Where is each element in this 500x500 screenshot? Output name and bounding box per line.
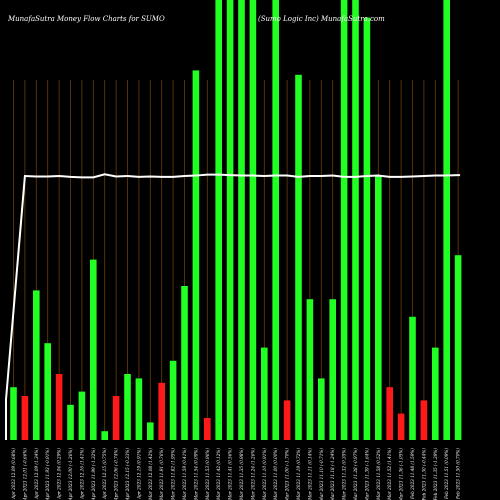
chart-subtitle: (Sumo Logic Inc) MunafaSutra.com xyxy=(258,15,385,23)
x-tick-label: Mon 17 Apr 2023 12.09 (1.34%) xyxy=(34,448,39,500)
x-tick-label: Fri 14 Apr 2023 11.93 (-0.91%) xyxy=(45,448,50,500)
x-tick-label: Mon 10 Apr 2023 11.99 (-1.32%) xyxy=(91,448,96,500)
x-tick-label: Thu 09 Mar 2023 11.18 (-1.24%) xyxy=(330,448,335,500)
bar xyxy=(21,396,29,440)
x-tick-label: Thu 06 Apr 2023 12.15 (0.75%) xyxy=(102,448,107,500)
bar xyxy=(295,74,302,441)
bar xyxy=(363,17,371,440)
bar xyxy=(147,422,154,440)
x-tick-label: Fri 17 Mar 2023 11.10 (0.91%) xyxy=(262,448,267,500)
bar xyxy=(67,404,74,440)
x-tick-label: Mon 13 Mar 2023 11.11 (0.14%) xyxy=(307,448,312,500)
bar xyxy=(215,0,222,440)
x-tick-label: Tue 18 Apr 2023 12.01 (-0.66%) xyxy=(22,448,27,500)
bar xyxy=(397,413,405,440)
bar xyxy=(33,290,40,440)
bar xyxy=(443,0,450,440)
x-tick-label: Thu 02 Mar 2023 11.52 (1.41%) xyxy=(387,448,392,500)
x-tick-label: Wed 12 Apr 2023 12.00 (-1.26%) xyxy=(68,448,73,500)
bar xyxy=(409,316,416,440)
x-tick-label: Tue 07 Mar 2023 11.28 (-0.97%) xyxy=(353,448,358,500)
bar-series xyxy=(10,0,462,441)
x-tick-label: Fri 03 Mar 2023 11.58 (0.52%) xyxy=(376,448,381,500)
x-tick-label: Tue 11 Apr 2023 12.16 (1.41%) xyxy=(79,448,84,500)
x-tick-label: Wed 08 Mar 2023 11.32 (0.35%) xyxy=(342,448,347,500)
price-line xyxy=(5,173,461,440)
x-tick-label: Mon 27 Mar 2023 11.54 (0.09%) xyxy=(193,448,198,500)
x-tick-label: Wed 01 Mar 2023 11.36 (-1.05%) xyxy=(399,448,404,500)
grid-lines xyxy=(13,80,459,440)
x-tick-label: Mon 03 Apr 2023 12.19 (0.91%) xyxy=(136,448,141,500)
x-tick-label: Wed 15 Mar 2023 11.00 (-1.70%) xyxy=(285,448,290,500)
x-tick-label: Tue 21 Mar 2023 11.35 (0.98%) xyxy=(239,448,244,500)
x-tick-label: Wed 29 Mar 2023 11.82 (1.95%) xyxy=(171,448,176,500)
bar xyxy=(352,0,359,440)
x-tick-label: Tue 28 Feb 2023 11.48 (1.59%) xyxy=(410,448,415,500)
x-tick-label: Thu 16 Mar 2023 11.00 (0.00%) xyxy=(273,448,278,500)
bar xyxy=(78,391,86,440)
bar xyxy=(272,0,279,440)
x-tick-label: Tue 14 Mar 2023 11.19 (0.72%) xyxy=(296,448,301,500)
x-tick-label: Thu 23 Feb 2023 11.51 (0.09%) xyxy=(444,448,449,500)
bar xyxy=(386,387,393,440)
bar xyxy=(55,374,63,440)
bar xyxy=(204,418,211,440)
x-tick-label: Wed 19 Apr 2023 12.09 (0.68%) xyxy=(11,448,16,500)
bar xyxy=(10,387,17,440)
bar xyxy=(90,259,97,440)
bar xyxy=(340,0,348,440)
x-tick-label: Wed 22 Feb 2023 11.50 (0.70%) xyxy=(456,448,461,500)
bar xyxy=(261,347,268,440)
bar xyxy=(432,347,439,440)
x-tick-label: Fri 24 Mar 2023 11.53 (0.96%) xyxy=(205,448,210,500)
x-tick-label: Fri 31 Mar 2023 12.08 (1.42%) xyxy=(148,448,153,500)
bar xyxy=(101,431,108,440)
x-tick-label: Wed 22 Mar 2023 11.41 (0.56%) xyxy=(228,448,233,500)
bar xyxy=(158,382,165,440)
bar xyxy=(135,378,143,440)
bar xyxy=(124,374,131,440)
bar xyxy=(318,378,325,440)
x-tick-label: Wed 05 Apr 2023 12.06 (-0.74%) xyxy=(114,448,119,500)
bar xyxy=(44,343,51,440)
x-tick-label: Mon 06 Mar 2023 11.39 (-1.64%) xyxy=(364,448,369,500)
x-tick-label: Mon 27 Feb 2023 11.30 (-0.44%) xyxy=(421,448,426,500)
x-tick-label: Thu 13 Apr 2023 12.04 (0.29%) xyxy=(57,448,62,500)
x-tick-label: Tue 04 Apr 2023 12.15 (-0.33%) xyxy=(125,448,130,500)
bar xyxy=(238,0,245,440)
chart-title: MunafaSutra Money Flow Charts for SUMO xyxy=(7,15,165,23)
x-tick-label: Tue 28 Mar 2023 11.59 (0.41%) xyxy=(182,448,187,500)
x-tick-label: Fri 10 Mar 2023 11.10 (-0.71%) xyxy=(319,448,324,500)
bar xyxy=(306,299,314,440)
bar xyxy=(169,360,177,440)
bar xyxy=(249,0,257,440)
bar xyxy=(192,70,200,441)
bar xyxy=(181,286,188,440)
bar xyxy=(283,400,291,440)
x-tick-labels: Wed 19 Apr 2023 12.09 (0.68%) Tue 18 Apr … xyxy=(11,448,461,500)
bar xyxy=(112,396,120,440)
x-tick-label: Thu 30 Mar 2023 11.91 (0.76%) xyxy=(159,448,164,500)
bar xyxy=(329,299,336,440)
x-tick-label: Mon 20 Mar 2023 11.24 (1.26%) xyxy=(250,448,255,500)
x-tick-label: Thu 23 Mar 2023 11.42 (0.12%) xyxy=(216,448,221,500)
bar xyxy=(454,255,462,440)
x-tick-label: Fri 24 Feb 2023 11.35 (-1.39%) xyxy=(433,448,438,500)
bar xyxy=(420,400,428,440)
bar xyxy=(226,0,234,440)
bar xyxy=(375,176,382,440)
